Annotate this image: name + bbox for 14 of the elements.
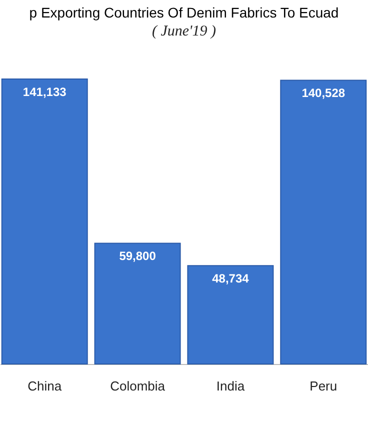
chart-title: p Exporting Countries Of Denim Fabrics To Ecuad [29, 4, 339, 20]
bar [280, 80, 367, 364]
data-label: 59,800 [119, 249, 156, 264]
bar [187, 265, 274, 364]
data-label: 141,133 [22, 85, 67, 99]
x-tick-label: China [28, 378, 62, 394]
x-tick-label: Peru [310, 378, 338, 394]
bar [94, 242, 181, 364]
chart-subtitle: ( June'19 ) [152, 24, 216, 40]
data-label: 140,528 [302, 86, 346, 100]
bar [1, 78, 88, 364]
x-tick-label: India [216, 378, 246, 394]
data-label: 48,734 [212, 272, 250, 286]
x-tick-label: Colombia [110, 378, 166, 394]
